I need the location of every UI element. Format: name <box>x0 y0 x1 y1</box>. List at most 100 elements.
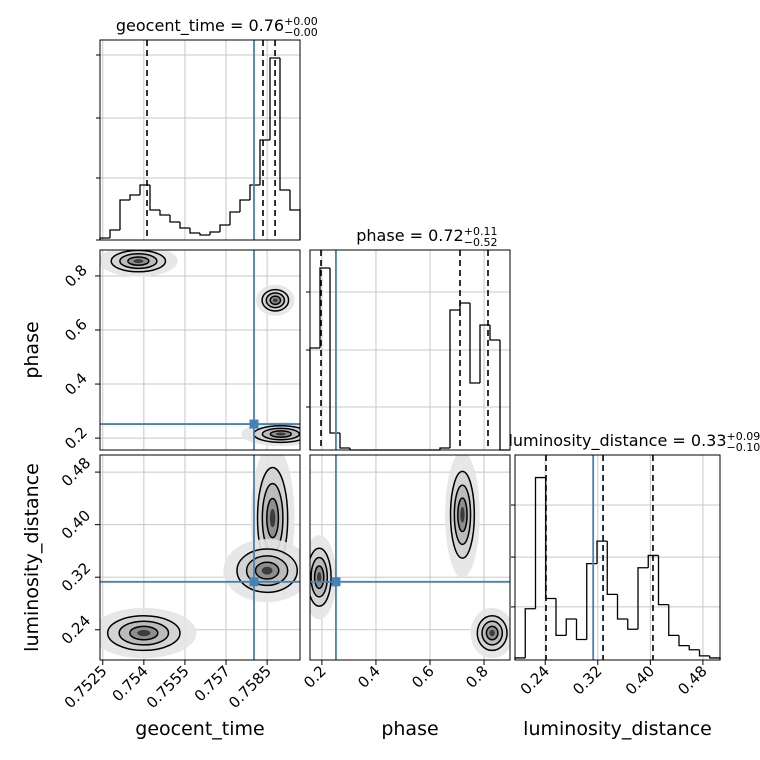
panel <box>99 249 301 451</box>
y-tick-label: 0.6 <box>61 315 91 345</box>
panel-title: luminosity_distance = 0.33+0.09 −0.10 <box>508 430 760 454</box>
panel-frame <box>99 249 301 451</box>
hist-bin <box>339 433 350 449</box>
panel-frame <box>309 454 511 661</box>
hist-bin <box>637 567 649 630</box>
x-tick-label: 0.7585 <box>225 662 275 712</box>
panel-title: phase = 0.72+0.11 −0.52 <box>356 225 497 249</box>
title-upper: +0.09 <box>727 430 760 443</box>
title-lower: −0.10 <box>727 441 760 454</box>
panel <box>306 249 511 451</box>
y-tick-label: 0.4 <box>61 369 91 399</box>
hist-bin <box>627 619 638 630</box>
hist-bin <box>119 199 130 230</box>
hist-bin <box>534 476 546 609</box>
hist-bin <box>199 233 210 236</box>
hist-bin <box>289 190 301 240</box>
title-text: geocent_time = 0.76 <box>116 16 284 36</box>
y-tick-label: 0.48 <box>58 454 94 490</box>
hist-bin <box>239 199 250 212</box>
panel-frame <box>309 249 511 451</box>
hist-bin <box>279 58 290 191</box>
hist-bin <box>309 347 320 450</box>
y-tick-label: 0.40 <box>58 506 94 542</box>
panel-frame <box>514 454 721 661</box>
hist-bin <box>545 477 556 600</box>
title-text: phase = 0.72 <box>356 226 463 245</box>
hist-bin <box>524 608 536 658</box>
hist-bin <box>575 619 587 641</box>
hist-bin <box>565 618 577 636</box>
title-upper: +0.00 <box>284 15 318 28</box>
panel-title: geocent_time = 0.76+0.00 −0.00 <box>116 15 318 39</box>
hist-bin <box>688 645 700 651</box>
panel-content <box>310 455 510 660</box>
truth-marker <box>249 419 259 429</box>
hist-bin <box>209 231 220 235</box>
hist-bin <box>647 554 659 568</box>
truth-marker <box>331 577 341 587</box>
hist-bin <box>678 635 690 647</box>
density-contour <box>137 629 151 637</box>
density-contour <box>460 506 465 523</box>
panel <box>96 39 301 241</box>
hist-bin <box>139 184 150 195</box>
panel-content <box>100 250 300 450</box>
hist-bin <box>249 184 260 200</box>
hist-bin <box>129 194 140 200</box>
panel <box>99 454 301 661</box>
hist-bin <box>596 540 608 564</box>
x-axis-label: luminosity_distance <box>523 718 712 740</box>
y-tick-label: 0.2 <box>61 423 91 453</box>
hist-bin <box>259 139 270 185</box>
hist-bin <box>606 541 618 596</box>
hist-bin <box>169 215 180 223</box>
density-contour <box>272 298 278 303</box>
density-contour <box>489 629 495 637</box>
x-tick-label: 0.4 <box>354 662 384 692</box>
x-tick-label: 0.2 <box>300 662 330 692</box>
hist-bin <box>179 222 190 229</box>
hist-bin <box>319 267 330 348</box>
panel-frame <box>99 39 301 241</box>
x-tick-label: 0.24 <box>517 662 553 698</box>
hist-bin <box>189 228 200 234</box>
x-tick-label: 0.40 <box>622 662 658 698</box>
panel <box>511 454 721 661</box>
title-upper: +0.11 <box>464 225 498 238</box>
hist-bin <box>555 598 567 637</box>
density-contour <box>317 571 322 583</box>
hist-bin <box>698 649 710 657</box>
hist-bin <box>586 563 597 640</box>
hist-bin <box>219 224 230 232</box>
x-axis-label: geocent_time <box>135 718 264 740</box>
hist-bin <box>269 57 280 140</box>
title-lower: −0.52 <box>464 236 498 249</box>
density-contour <box>275 432 286 436</box>
hist-bin <box>159 210 170 216</box>
hist-bin <box>229 211 240 225</box>
title-lower: −0.00 <box>284 26 318 39</box>
hist-bin <box>709 655 721 660</box>
y-axis-label: luminosity_distance <box>21 463 43 652</box>
truth-marker <box>249 577 259 587</box>
panel-frame <box>99 454 301 661</box>
hist-bin <box>479 324 490 383</box>
x-axis-label: phase <box>381 718 438 740</box>
density-contour <box>261 566 273 575</box>
hist-bin <box>149 185 160 211</box>
hist-bin <box>489 325 500 341</box>
hist-bin <box>439 447 450 450</box>
title-text: luminosity_distance = 0.33 <box>508 431 726 451</box>
hist-bin <box>449 309 460 448</box>
hist-bin <box>469 303 480 384</box>
x-tick-label: 0.8 <box>462 662 492 692</box>
density-contour <box>269 508 276 528</box>
panel <box>309 454 511 661</box>
x-tick-label: 0.7555 <box>143 662 193 712</box>
y-tick-label: 0.32 <box>58 559 94 595</box>
hist-bin <box>657 555 669 606</box>
y-tick-label: 0.24 <box>58 612 94 648</box>
density-contour <box>133 259 144 264</box>
